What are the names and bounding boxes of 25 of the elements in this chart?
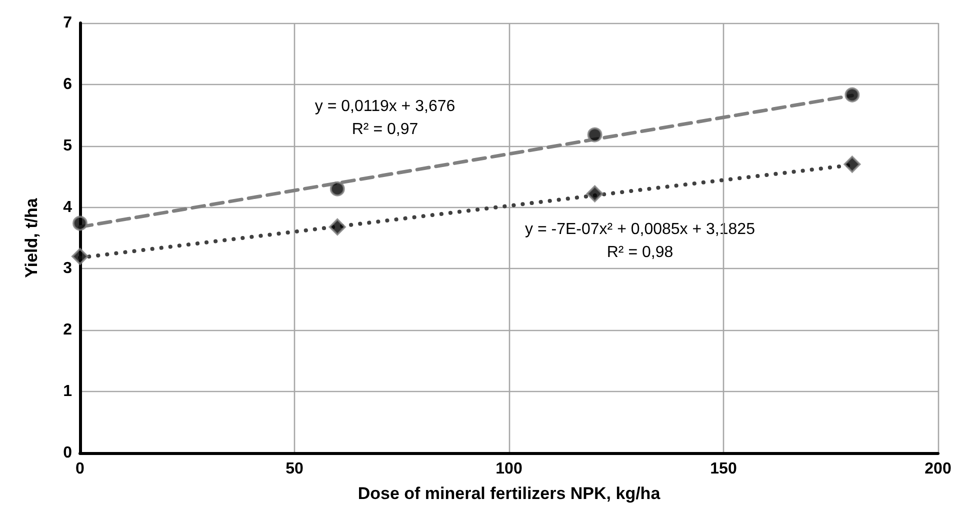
y-axis-title: Yield, t/ha bbox=[22, 198, 41, 278]
x-tick-label: 200 bbox=[924, 460, 952, 478]
x-axis-title: Dose of mineral fertilizers NPK, kg/ha bbox=[358, 484, 661, 503]
point bbox=[330, 181, 345, 196]
point bbox=[328, 218, 346, 236]
y-tick-label: 6 bbox=[63, 76, 72, 93]
annotation: y = -7E-07x² + 0,0085x + 3,1825 R² = 0,98 bbox=[525, 221, 756, 261]
y-tick-label: 7 bbox=[63, 14, 72, 32]
point bbox=[72, 248, 88, 265]
x-tick-label: 0 bbox=[76, 460, 85, 478]
point bbox=[72, 216, 88, 231]
point bbox=[844, 87, 860, 102]
y-tick-label: 5 bbox=[63, 137, 72, 154]
x-tick-label: 100 bbox=[496, 460, 522, 478]
x-tick-label: 150 bbox=[710, 460, 737, 478]
y-tick-label: 1 bbox=[63, 383, 72, 400]
y-tick-label: 2 bbox=[63, 322, 72, 339]
y-tick-label: 4 bbox=[63, 198, 72, 216]
point bbox=[586, 185, 604, 202]
y-tick-label: 3 bbox=[63, 260, 72, 278]
point bbox=[844, 156, 861, 173]
annotation: y = 0,0119x + 3,676 R² = 0,97 bbox=[314, 98, 456, 138]
point bbox=[587, 127, 602, 142]
y-tick-label: 0 bbox=[63, 444, 72, 462]
x-tick-label: 50 bbox=[286, 460, 304, 478]
